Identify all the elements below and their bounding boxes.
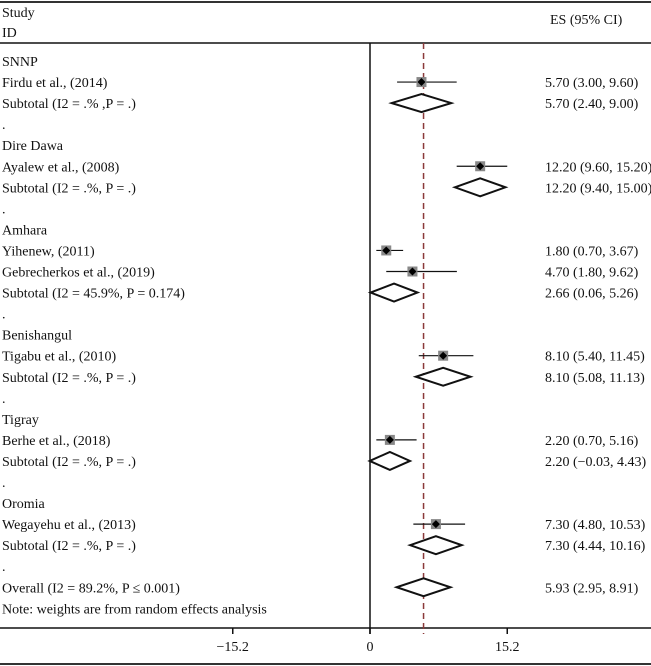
x-tick-label: 0 [367, 640, 374, 655]
point-estimate [476, 162, 485, 171]
header-study: Study [2, 6, 35, 21]
row-label-subtotal: Subtotal (I2 = .%, P = .) [2, 539, 136, 554]
row-label-group: Benishangul [2, 329, 72, 344]
row-label-study: Gebrecherkos et al., (2019) [2, 266, 155, 281]
row-label-spacer: . [2, 392, 6, 407]
row-label-study: Yihenew, (2011) [2, 244, 95, 259]
point-estimate [408, 267, 417, 276]
subtotal-diamond [367, 282, 421, 303]
x-tick-label: 15.2 [495, 640, 520, 655]
row-label-study: Tigabu et al., (2010) [2, 350, 117, 365]
row-label-subtotal: Subtotal (I2 = .%, P = .) [2, 455, 136, 470]
row-es-text: 1.80 (0.70, 3.67) [545, 244, 639, 259]
point-estimate [417, 78, 426, 87]
header-id: ID [2, 26, 17, 41]
row-label-group: SNNP [2, 55, 38, 70]
row-es-text: 5.70 (2.40, 9.00) [545, 97, 639, 112]
row-label-group: Oromia [2, 497, 46, 512]
point-estimate [431, 520, 440, 529]
row-label-study: Ayalew et al., (2008) [2, 160, 120, 175]
row-label-spacer: . [2, 118, 6, 133]
row-label-overall: Overall (I2 = 89.2%, P ≤ 0.001) [2, 581, 180, 596]
row-label-spacer: . [2, 560, 6, 575]
row-label-spacer: . [2, 202, 6, 217]
row-es-text: 7.30 (4.44, 10.16) [545, 539, 646, 554]
point-estimate [382, 246, 391, 255]
subtotal-diamond [451, 177, 509, 198]
row-label-note: Note: weights are from random effects an… [2, 602, 267, 617]
x-tick-label: −15.2 [217, 640, 249, 655]
row-label-study: Wegayehu et al., (2013) [2, 518, 136, 533]
row-es-text: 5.70 (3.00, 9.60) [545, 76, 639, 91]
point-estimate [385, 435, 394, 444]
subtotal-diamond [407, 535, 465, 556]
subtotal-diamond [367, 450, 413, 472]
row-label-subtotal: Subtotal (I2 = .% ,P = .) [2, 97, 136, 112]
row-label-group: Amhara [2, 223, 48, 238]
row-label-spacer: . [2, 308, 6, 323]
subtotal-diamond [412, 366, 474, 387]
row-es-text: 8.10 (5.40, 11.45) [545, 350, 645, 365]
row-es-text: 2.20 (0.70, 5.16) [545, 434, 639, 449]
row-es-text: 2.66 (0.06, 5.26) [545, 287, 639, 302]
overall-diamond [393, 577, 454, 598]
subtotal-diamond [388, 93, 455, 114]
row-label-subtotal: Subtotal (I2 = .%, P = .) [2, 181, 136, 196]
row-label-spacer: . [2, 476, 6, 491]
header-es: ES (95% CI) [550, 13, 623, 28]
row-label-group: Dire Dawa [2, 139, 64, 154]
row-es-text: 7.30 (4.80, 10.53) [545, 518, 646, 533]
point-estimate [439, 351, 448, 360]
row-es-text: 12.20 (9.60, 15.20) [545, 160, 651, 175]
row-es-text: 12.20 (9.40, 15.00) [545, 181, 651, 196]
row-es-text: 2.20 (−0.03, 4.43) [545, 455, 647, 470]
row-label-study: Berhe et al., (2018) [2, 434, 111, 449]
row-label-study: Firdu et al., (2014) [2, 76, 108, 91]
row-es-text: 8.10 (5.08, 11.13) [545, 371, 645, 386]
row-es-text: 5.93 (2.95, 8.91) [545, 581, 639, 596]
row-label-subtotal: Subtotal (I2 = 45.9%, P = 0.174) [2, 287, 185, 302]
row-label-group: Tigray [2, 413, 39, 428]
row-es-text: 4.70 (1.80, 9.62) [545, 266, 639, 281]
row-label-subtotal: Subtotal (I2 = .%, P = .) [2, 371, 136, 386]
